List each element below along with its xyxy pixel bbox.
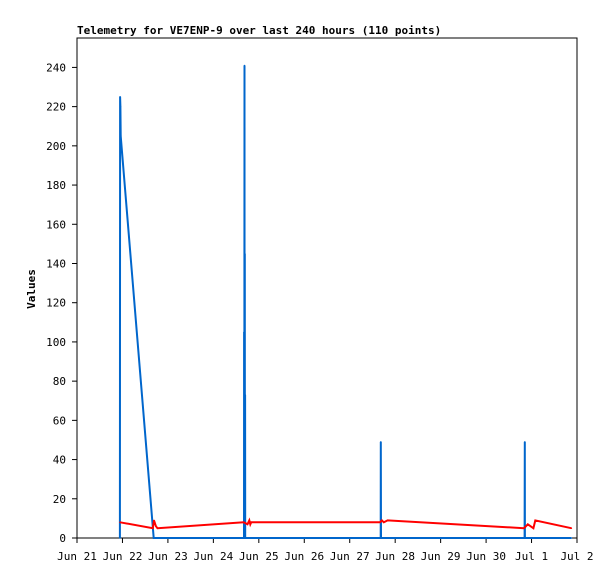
x-tick-label: Jun 25	[239, 550, 279, 563]
x-tick-label: Jun 23	[148, 550, 188, 563]
y-tick-label: 180	[46, 179, 66, 192]
data-point	[380, 441, 382, 443]
data-point	[242, 521, 245, 524]
data-point	[243, 331, 245, 333]
data-point	[119, 96, 121, 98]
y-tick-label: 20	[53, 493, 66, 506]
data-point	[534, 519, 537, 522]
series-layer	[118, 64, 573, 539]
data-point	[119, 135, 122, 137]
data-point	[153, 519, 155, 522]
x-tick-label: Jun 22	[103, 550, 143, 563]
data-point	[244, 252, 246, 255]
data-point	[156, 527, 159, 529]
data-point	[244, 537, 246, 539]
data-point	[386, 519, 389, 522]
data-point	[119, 521, 121, 524]
data-point	[250, 521, 252, 524]
y-tick-label: 160	[46, 218, 66, 231]
x-tick-label: Jun 27	[330, 550, 370, 563]
x-axis: Jun 21 Jun 22 Jun 23 Jun 24 Jun 25 Jun 26 Jun …	[57, 538, 594, 563]
data-point	[380, 537, 382, 539]
data-point	[527, 523, 529, 526]
y-tick-label: 120	[46, 297, 66, 310]
y-axis: 0 20 40 60 80 100 120 140 160 180 200 220 240	[46, 61, 77, 545]
data-point	[244, 394, 246, 396]
x-tick-label: Jun 24	[193, 550, 233, 563]
x-tick-label: Jul 2	[560, 550, 593, 563]
data-point	[155, 525, 157, 527]
chart-title: Telemetry for VE7ENP-9 over last 240 hou…	[77, 24, 441, 37]
data-point	[153, 537, 155, 539]
data-point	[119, 537, 121, 539]
data-point	[248, 519, 251, 522]
data-point	[249, 523, 252, 526]
series-0	[118, 64, 573, 539]
data-point	[570, 537, 573, 539]
y-tick-label: 100	[46, 336, 66, 349]
series-1	[119, 517, 573, 530]
data-point	[243, 64, 246, 67]
x-tick-label: Jul 1	[515, 550, 548, 563]
data-point	[152, 527, 154, 529]
y-tick-label: 80	[53, 375, 66, 388]
x-tick-label: Jun 29	[421, 550, 461, 563]
data-point	[524, 537, 526, 539]
data-point	[570, 527, 573, 529]
data-point	[383, 521, 385, 524]
y-tick-label: 0	[59, 532, 66, 545]
data-point	[119, 105, 122, 108]
data-point	[381, 519, 383, 522]
y-tick-label: 240	[46, 61, 66, 74]
data-point	[524, 441, 526, 443]
data-point	[532, 527, 535, 529]
y-tick-label: 220	[46, 101, 66, 114]
y-tick-label: 200	[46, 140, 66, 153]
x-tick-label: Jun 28	[375, 550, 415, 563]
data-point	[246, 523, 249, 526]
y-axis-label: Values	[25, 269, 38, 309]
y-tick-label: 40	[53, 454, 66, 467]
y-tick-label: 60	[53, 414, 66, 427]
data-point	[379, 521, 381, 524]
series-line	[118, 65, 572, 539]
x-tick-label: Jun 21	[57, 550, 97, 563]
y-tick-label: 140	[46, 257, 66, 270]
x-tick-label: Jun 26	[284, 550, 324, 563]
data-point	[523, 527, 525, 529]
x-tick-label: Jun 30	[466, 550, 506, 563]
